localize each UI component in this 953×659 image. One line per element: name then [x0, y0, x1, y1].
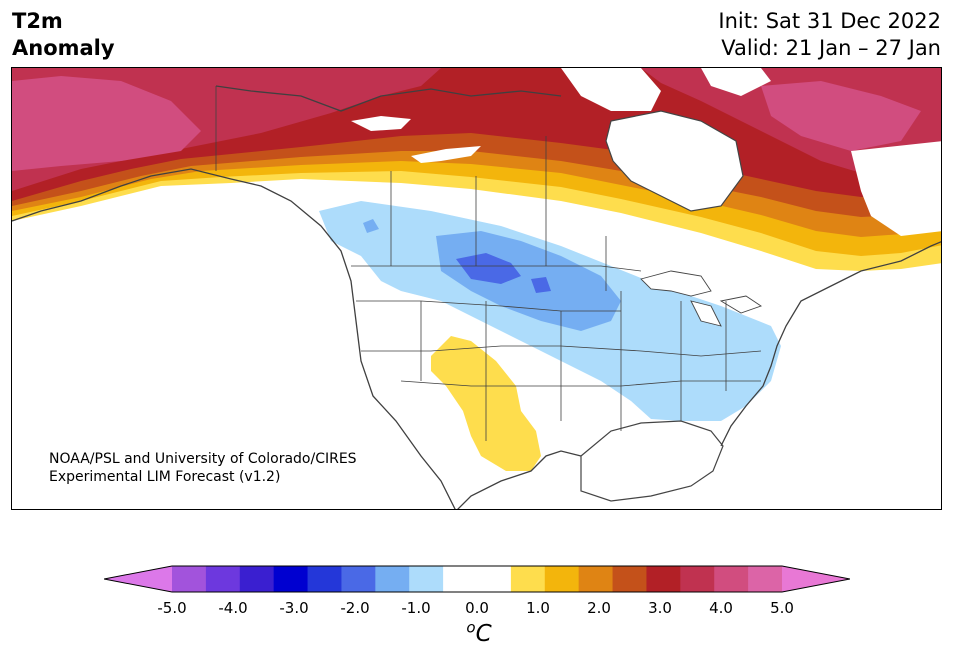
northern-islands-water — [701, 68, 771, 96]
colorbar-outline — [104, 565, 850, 593]
colorbar-tick-label: 2.0 — [587, 599, 611, 617]
anomaly-map — [11, 67, 942, 510]
colorbar-tick-label: -4.0 — [218, 599, 248, 617]
colorbar-tick-label: -5.0 — [157, 599, 187, 617]
colorbar-segment — [748, 566, 783, 592]
colorbar-segment — [510, 566, 546, 592]
init-date: Init: Sat 31 Dec 2022 — [718, 9, 941, 33]
colorbar-segment — [307, 566, 342, 592]
colorbar-extend-high — [782, 566, 850, 592]
variable-title: T2m Anomaly — [12, 8, 115, 62]
variable-title-line1: T2m — [12, 9, 63, 33]
colorbar-segment — [714, 566, 749, 592]
colorbar-segment — [172, 566, 207, 592]
warm-anomaly-band-7 — [12, 76, 201, 171]
gulf-of-mexico — [580, 420, 724, 502]
arctic-channel-1 — [351, 116, 411, 131]
unit-superscript: o — [466, 618, 476, 636]
anomaly-map-svg — [12, 68, 941, 509]
cool-anomaly-3b — [531, 277, 551, 293]
colorbar-segment — [341, 566, 376, 592]
colorbar-tick-label: -2.0 — [340, 599, 370, 617]
forecast-dates: Init: Sat 31 Dec 2022 Valid: 21 Jan – 27… — [718, 8, 941, 62]
colorbar-segment — [443, 566, 478, 592]
colorbar-tick-label: 4.0 — [709, 599, 733, 617]
great-lakes — [640, 270, 763, 327]
colorbar-segment — [375, 566, 410, 592]
political-borders — [215, 86, 762, 441]
colorbar-segment — [273, 566, 309, 592]
colorbar-segment — [239, 566, 275, 592]
colorbar-segment — [205, 566, 241, 592]
arctic-channel-2 — [411, 146, 481, 163]
colorbar-tick-label: 1.0 — [526, 599, 550, 617]
cool-anomaly-3c — [363, 219, 379, 233]
labrador-sea — [851, 141, 941, 236]
colorbar-extend-low — [104, 566, 172, 592]
cool-anomaly-3 — [456, 253, 521, 284]
credit-text: NOAA/PSL and University of Colorado/CIRE… — [49, 450, 357, 486]
credit-line2: Experimental LIM Forecast (v1.2) — [49, 469, 281, 485]
colorbar-segment — [680, 566, 715, 592]
unit-label: oC — [449, 618, 509, 647]
colorbar-tick-label: -3.0 — [279, 599, 309, 617]
colorbar-tick-label: 5.0 — [770, 599, 794, 617]
colorbar-segment — [544, 566, 580, 592]
colorbar-segment — [612, 566, 647, 592]
credit-line1: NOAA/PSL and University of Colorado/CIRE… — [49, 451, 357, 467]
colorbar — [104, 565, 850, 593]
variable-title-line2: Anomaly — [12, 36, 115, 60]
colorbar-segment — [578, 566, 614, 592]
colorbar-tick-label: 0.0 — [465, 599, 489, 617]
colorbar-tick-label: -1.0 — [401, 599, 431, 617]
warm-anomaly-band-7b — [761, 81, 921, 151]
hudson-bay — [605, 110, 744, 212]
colorbar-segment — [477, 566, 512, 592]
colorbar-segment — [409, 566, 444, 592]
coastlines — [12, 85, 941, 509]
baffin-water — [561, 68, 661, 111]
unit-text: C — [475, 620, 492, 647]
colorbar-tick-label: 3.0 — [648, 599, 672, 617]
colorbar-segment — [646, 566, 681, 592]
valid-date: Valid: 21 Jan – 27 Jan — [721, 36, 941, 60]
